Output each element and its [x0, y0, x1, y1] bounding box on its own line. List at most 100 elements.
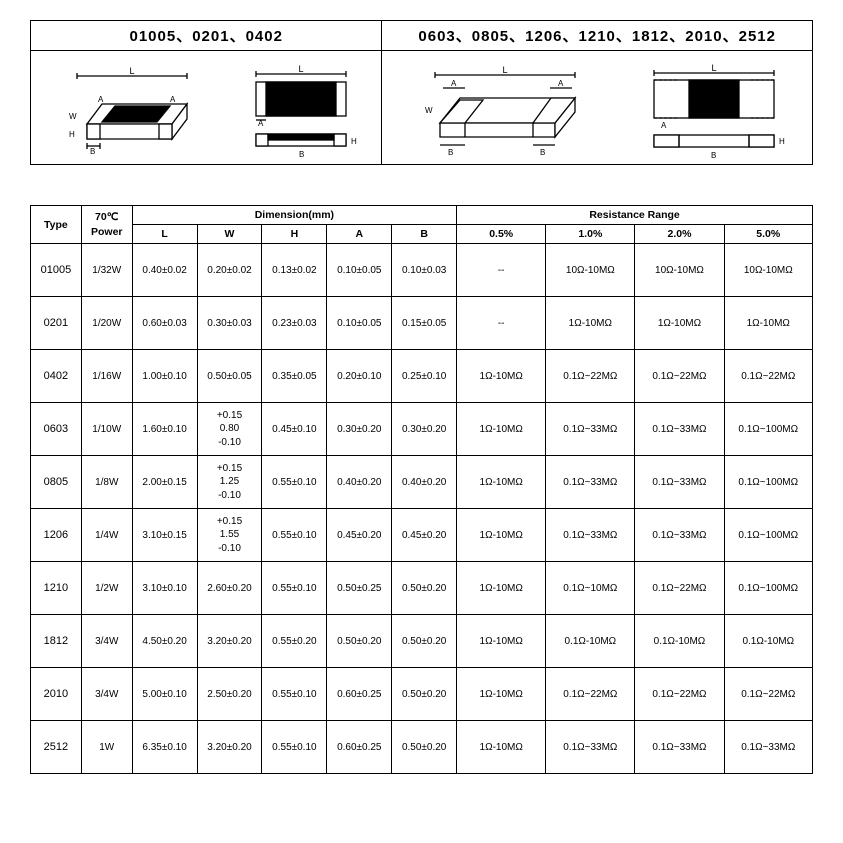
cell-rr: 1Ω-10MΩ	[457, 668, 546, 721]
cell-type: 0201	[31, 297, 82, 350]
cell-rr: 0.1Ω~33MΩ	[724, 721, 812, 774]
cell-dim: 3.20±0.20	[197, 721, 262, 774]
cell-dim: 0.25±0.10	[392, 350, 457, 403]
cell-rr: 1Ω-10MΩ	[457, 562, 546, 615]
cell-type: 0603	[31, 403, 82, 456]
cell-dim: 0.20±0.02	[197, 244, 262, 297]
diagram-right-body: L A A W B B	[382, 51, 812, 172]
cell-dim: 0.60±0.25	[327, 668, 392, 721]
cell-rr: 1Ω-10MΩ	[457, 350, 546, 403]
cell-dim: 0.30±0.20	[327, 403, 392, 456]
svg-text:B: B	[299, 150, 304, 159]
package-diagram-box: 01005、0201、0402 L A	[30, 20, 813, 165]
cell-dim: 0.40±0.20	[392, 456, 457, 509]
cell-dim: +0.15 1.55 -0.10	[197, 509, 262, 562]
svg-text:W: W	[69, 112, 77, 121]
chip-wrap-iso-icon: L A A W B B	[405, 63, 595, 161]
cell-rr: 0.1Ω~22MΩ	[635, 668, 724, 721]
cell-rr: 0.1Ω~10MΩ	[546, 562, 635, 615]
cell-dim: 0.55±0.20	[262, 615, 327, 668]
cell-rr: 1Ω-10MΩ	[724, 297, 812, 350]
cell-dim: 0.15±0.05	[392, 297, 457, 350]
cell-power: 3/4W	[81, 615, 132, 668]
cell-dim: 0.30±0.20	[392, 403, 457, 456]
spec-table-head: Type 70℃ Power Dimension(mm) Resistance …	[31, 206, 813, 244]
spec-table-body: 010051/32W0.40±0.020.20±0.020.13±0.020.1…	[31, 244, 813, 774]
svg-text:H: H	[351, 137, 357, 146]
cell-dim: 0.50±0.20	[392, 615, 457, 668]
cell-rr: 0.1Ω~33MΩ	[546, 509, 635, 562]
cell-rr: 0.1Ω~33MΩ	[546, 456, 635, 509]
diagram-left-header: 01005、0201、0402	[31, 21, 381, 51]
diagram-left-body: L A A W H B	[31, 51, 381, 172]
cell-rr: 0.1Ω~100MΩ	[724, 403, 812, 456]
cell-power: 1/20W	[81, 297, 132, 350]
chip-wrap-ortho-icon: L A H B	[639, 63, 789, 161]
col-rr-20: 2.0%	[635, 225, 724, 244]
cell-rr: 0.1Ω-10MΩ	[724, 615, 812, 668]
cell-dim: 1.60±0.10	[132, 403, 197, 456]
cell-rr: 0.1Ω-10MΩ	[546, 615, 635, 668]
cell-dim: 0.45±0.20	[392, 509, 457, 562]
svg-text:A: A	[661, 121, 667, 130]
cell-dim: 0.20±0.10	[327, 350, 392, 403]
cell-dim: 0.60±0.03	[132, 297, 197, 350]
cell-dim: 0.13±0.02	[262, 244, 327, 297]
cell-rr: 1Ω-10MΩ	[457, 403, 546, 456]
col-dim-a: A	[327, 225, 392, 244]
cell-dim: +0.15 0.80 -0.10	[197, 403, 262, 456]
cell-dim: 3.20±0.20	[197, 615, 262, 668]
cell-type: 2512	[31, 721, 82, 774]
cell-rr: 0.1Ω~33MΩ	[635, 403, 724, 456]
cell-rr: 0.1Ω~33MΩ	[635, 721, 724, 774]
cell-rr: 1Ω-10MΩ	[457, 456, 546, 509]
svg-text:L: L	[298, 64, 303, 74]
table-row: 20103/4W5.00±0.102.50±0.200.55±0.100.60±…	[31, 668, 813, 721]
table-row: 18123/4W4.50±0.203.20±0.200.55±0.200.50±…	[31, 615, 813, 668]
cell-power: 1/4W	[81, 509, 132, 562]
svg-text:A: A	[170, 95, 176, 104]
cell-rr: 10Ω-10MΩ	[635, 244, 724, 297]
diagram-right-panel: 0603、0805、1206、1210、1812、2010、2512 L	[382, 21, 812, 164]
cell-dim: 0.35±0.05	[262, 350, 327, 403]
cell-rr: 0.1Ω~22MΩ	[635, 350, 724, 403]
svg-text:W: W	[425, 106, 433, 115]
table-row: 02011/20W0.60±0.030.30±0.030.23±0.030.10…	[31, 297, 813, 350]
cell-type: 0805	[31, 456, 82, 509]
col-rr-10: 1.0%	[546, 225, 635, 244]
cell-power: 3/4W	[81, 668, 132, 721]
svg-text:A: A	[558, 79, 564, 88]
svg-text:B: B	[90, 147, 95, 156]
cell-dim: 0.50±0.20	[392, 562, 457, 615]
svg-text:H: H	[779, 137, 785, 146]
cell-dim: 0.60±0.25	[327, 721, 392, 774]
cell-rr: 10Ω-10MΩ	[724, 244, 812, 297]
cell-rr: 1Ω-10MΩ	[457, 615, 546, 668]
table-row: 12101/2W3.10±0.102.60±0.200.55±0.100.50±…	[31, 562, 813, 615]
cell-rr: 1Ω-10MΩ	[457, 509, 546, 562]
cell-dim: 0.50±0.20	[392, 668, 457, 721]
cell-rr: 10Ω-10MΩ	[546, 244, 635, 297]
diagram-right-header: 0603、0805、1206、1210、1812、2010、2512	[382, 21, 812, 51]
cell-rr: --	[457, 244, 546, 297]
cell-rr: 1Ω-10MΩ	[635, 297, 724, 350]
col-dim-b: B	[392, 225, 457, 244]
cell-rr: 0.1Ω~22MΩ	[546, 668, 635, 721]
cell-type: 1210	[31, 562, 82, 615]
col-resistance-group: Resistance Range	[457, 206, 813, 225]
cell-dim: 3.10±0.10	[132, 562, 197, 615]
table-row: 010051/32W0.40±0.020.20±0.020.13±0.020.1…	[31, 244, 813, 297]
cell-dim: 0.10±0.05	[327, 244, 392, 297]
table-row: 12061/4W3.10±0.15+0.15 1.55 -0.100.55±0.…	[31, 509, 813, 562]
cell-dim: 0.10±0.03	[392, 244, 457, 297]
cell-power: 1/2W	[81, 562, 132, 615]
cell-dim: 0.30±0.03	[197, 297, 262, 350]
cell-dim: 0.40±0.20	[327, 456, 392, 509]
cell-rr: 0.1Ω~100MΩ	[724, 562, 812, 615]
svg-text:L: L	[503, 65, 508, 75]
cell-rr: 0.1Ω~22MΩ	[724, 668, 812, 721]
cell-type: 01005	[31, 244, 82, 297]
cell-dim: 0.45±0.20	[327, 509, 392, 562]
svg-text:B: B	[448, 148, 453, 157]
table-row: 25121W6.35±0.103.20±0.200.55±0.100.60±0.…	[31, 721, 813, 774]
